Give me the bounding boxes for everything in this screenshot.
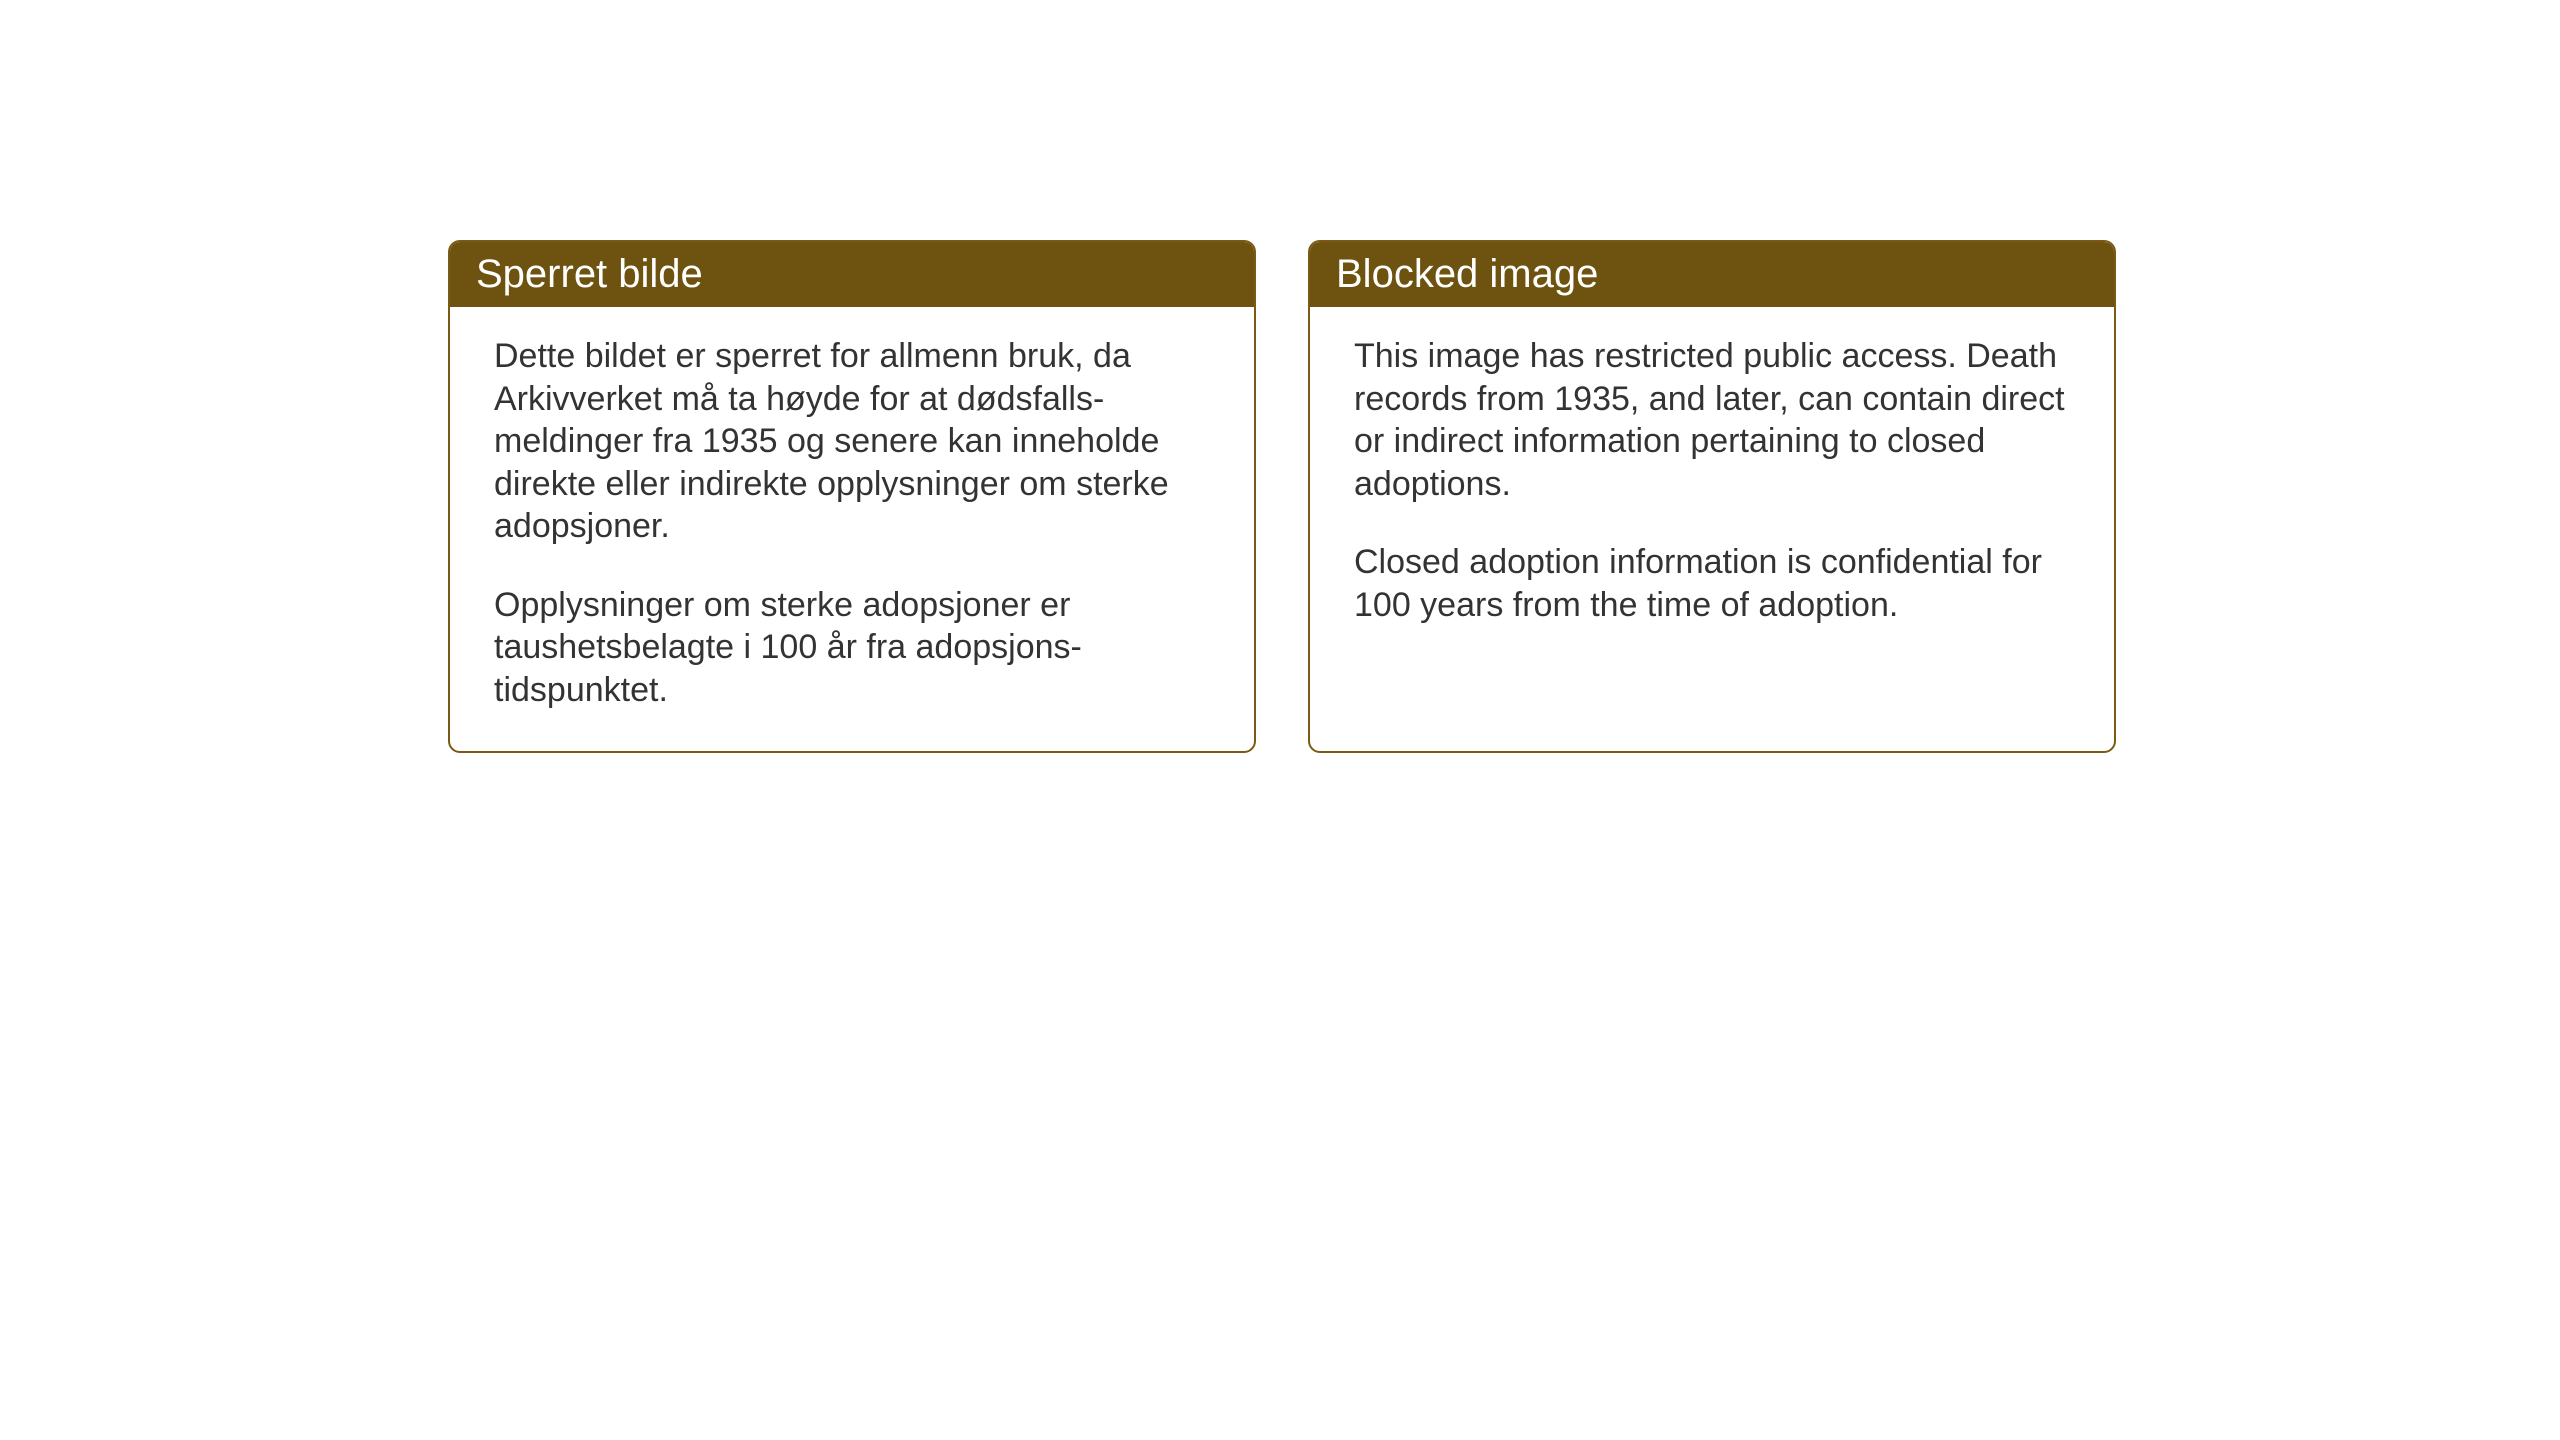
notice-title-norwegian: Sperret bilde <box>476 252 703 296</box>
notice-paragraph-2-norwegian: Opplysninger om sterke adopsjoner er tau… <box>494 584 1210 712</box>
notice-body-english: This image has restricted public access.… <box>1310 307 2114 737</box>
notice-header-norwegian: Sperret bilde <box>450 242 1254 307</box>
notices-container: Sperret bilde Dette bildet er sperret fo… <box>448 240 2116 753</box>
notice-paragraph-2-english: Closed adoption information is confident… <box>1354 541 2070 626</box>
notice-body-norwegian: Dette bildet er sperret for allmenn bruk… <box>450 307 1254 751</box>
notice-title-english: Blocked image <box>1336 252 1598 296</box>
notice-box-norwegian: Sperret bilde Dette bildet er sperret fo… <box>448 240 1256 753</box>
notice-paragraph-1-norwegian: Dette bildet er sperret for allmenn bruk… <box>494 335 1210 548</box>
notice-header-english: Blocked image <box>1310 242 2114 307</box>
notice-paragraph-1-english: This image has restricted public access.… <box>1354 335 2070 505</box>
notice-box-english: Blocked image This image has restricted … <box>1308 240 2116 753</box>
